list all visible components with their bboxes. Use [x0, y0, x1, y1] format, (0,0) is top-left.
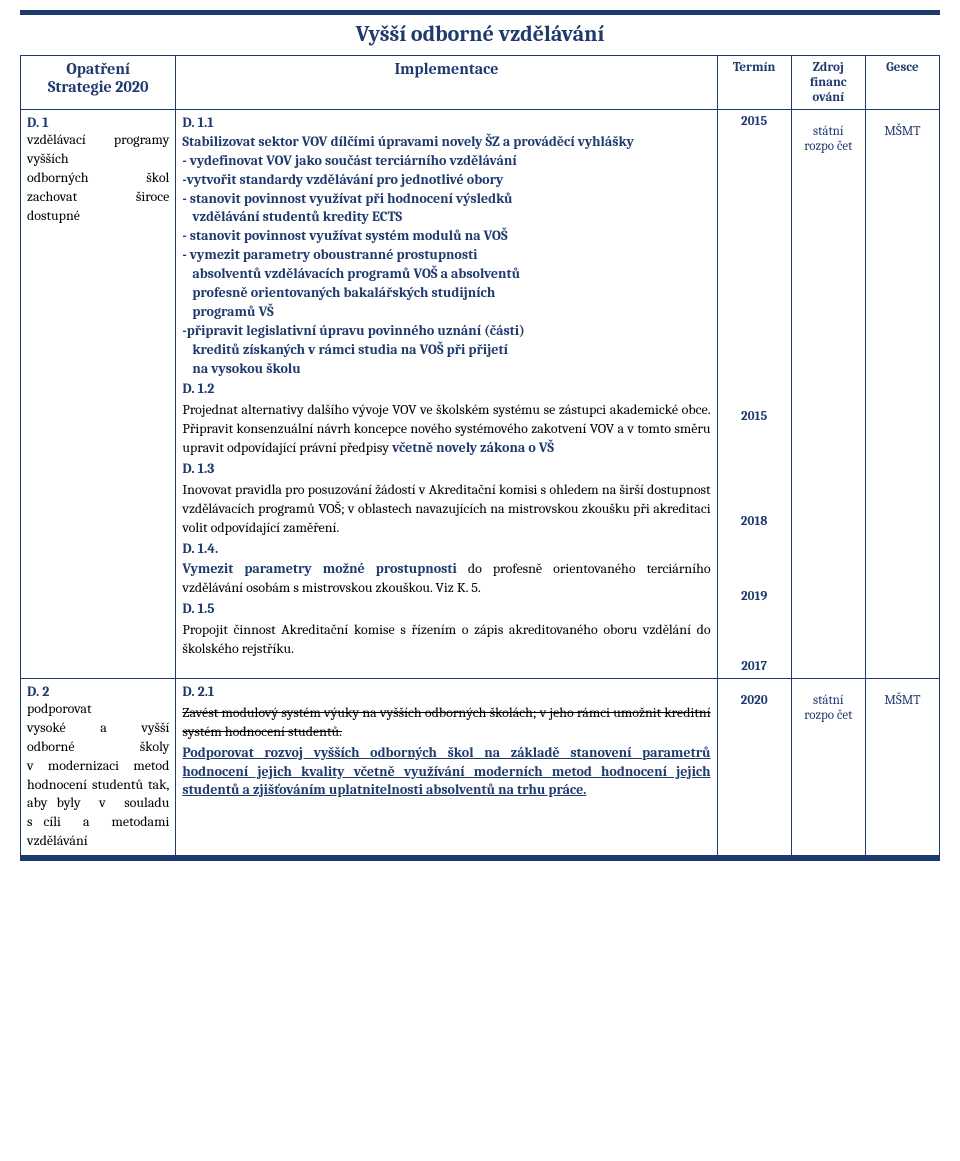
header-opatreni-l1: Opatření	[27, 60, 169, 78]
header-opatreni-l2: Strategie 2020	[27, 78, 169, 96]
d11-item-11: na vysokou školu	[182, 360, 710, 379]
d11-item-8: programů VŠ	[182, 303, 710, 322]
d21-under: Podporovat rozvoj vyšších odborných škol…	[182, 744, 710, 801]
header-termin: Termín	[717, 56, 791, 110]
main-table: Opatření Strategie 2020 Implementace Ter…	[20, 55, 940, 856]
impl-cell-d2: D. 2.1 Zavést modulový systém výuky na v…	[176, 679, 717, 856]
gesce-d1: MŠMT	[872, 124, 933, 139]
d13-num: D. 1.3	[182, 460, 710, 479]
op-cell-d2: D. 2 podporovat vysoké a vyšší odborné š…	[21, 679, 176, 856]
src-cell-d2: státní rozpo čet	[791, 679, 865, 856]
d11-item-1: -vytvořit standardy vzdělávání pro jedno…	[182, 171, 710, 190]
table-row: D. 1 vzdělávací programy vyšších odborný…	[21, 110, 940, 679]
d11-item-9: -připravit legislativní úpravu povinného…	[182, 322, 710, 341]
d15-txt: Propojit činnost Akreditační komise s ří…	[182, 621, 710, 659]
d21-num: D. 2.1	[182, 683, 710, 702]
d14-txt-a: Vymezit parametry možné prostupnosti	[182, 560, 456, 577]
op-txt-d1-last: dostupné	[27, 207, 169, 226]
header-opatreni: Opatření Strategie 2020	[21, 56, 176, 110]
header-zdroj-l2: financ	[798, 75, 859, 90]
term-cell-d1: 2015 2015 2018 2019 2017	[717, 110, 791, 679]
op-txt-d2: podporovat vysoké a vyšší odborné školy …	[27, 700, 169, 832]
d11-item-5: - vymezit parametry oboustranné prostupn…	[182, 246, 710, 265]
op-cell-d1: D. 1 vzdělávací programy vyšších odborný…	[21, 110, 176, 679]
d11-item-0: - vydefinovat VOV jako součást terciární…	[182, 152, 710, 171]
d11-item-6: absolventů vzdělávacích programů VOŠ a a…	[182, 265, 710, 284]
op-num-d2: D. 2	[27, 683, 49, 700]
d12-txt: Projednat alternativy dalšího vývoje VOV…	[182, 401, 710, 458]
src-d1: státní rozpo čet	[798, 124, 859, 154]
header-gesce: Gesce	[865, 56, 939, 110]
d11-item-10: kreditů získaných v rámci studia na VOŠ …	[182, 341, 710, 360]
gesce-d2: MŠMT	[872, 693, 933, 708]
impl-cell-d1: D. 1.1 Stabilizovat sektor VOV dílčími ú…	[176, 110, 717, 679]
table-row: D. 2 podporovat vysoké a vyšší odborné š…	[21, 679, 940, 856]
d11-item-2: - stanovit povinnost využívat při hodnoc…	[182, 190, 710, 209]
src-cell-d1: státní rozpo čet	[791, 110, 865, 679]
d11-item-3: vzdělávání studentů kredity ECTS	[182, 208, 710, 227]
d11-num: D. 1.1	[182, 114, 710, 133]
document-page: Vyšší odborné vzdělávání Opatření Strate…	[20, 10, 940, 861]
d15-num: D. 1.5	[182, 600, 710, 619]
d21-strike: Zavést modulový systém výuky na vyšších …	[182, 704, 710, 742]
term-d1-1: 2015	[724, 409, 785, 424]
d14-num: D. 1.4.	[182, 540, 710, 559]
d11-head: Stabilizovat sektor VOV dílčími úpravami…	[182, 133, 710, 152]
op-num-d1: D. 1	[27, 114, 49, 131]
d12-txt-b: včetně novely zákona o VŠ	[389, 439, 554, 456]
d11-item-7: profesně orientovaných bakalářských stud…	[182, 284, 710, 303]
d12-num: D. 1.2	[182, 380, 710, 399]
header-zdroj-l1: Zdroj	[798, 60, 859, 75]
term-d1-2: 2018	[724, 514, 785, 529]
term-d2-0: 2020	[724, 693, 785, 708]
header-zdroj-l3: ování	[798, 90, 859, 105]
src-d2: státní rozpo čet	[798, 693, 859, 723]
gesce-cell-d1: MŠMT	[865, 110, 939, 679]
d14-txt: Vymezit parametry možné prostupnosti do …	[182, 560, 710, 598]
page-title: Vyšší odborné vzdělávání	[20, 15, 940, 55]
term-d1-4: 2017	[724, 659, 785, 674]
term-d1-3: 2019	[724, 589, 785, 604]
gesce-cell-d2: MŠMT	[865, 679, 939, 856]
op-txt-d2-last: vzdělávání	[27, 832, 169, 851]
term-d1-0: 2015	[724, 114, 785, 129]
header-implementace: Implementace	[176, 56, 717, 110]
d13-txt: Inovovat pravidla pro posuzování žádostí…	[182, 481, 710, 538]
term-cell-d2: 2020	[717, 679, 791, 856]
op-txt-d1: vzdělávací programy vyšších odborných šk…	[27, 131, 169, 205]
d11-item-4: - stanovit povinnost využívat systém mod…	[182, 227, 710, 246]
header-zdroj: Zdroj financ ování	[791, 56, 865, 110]
